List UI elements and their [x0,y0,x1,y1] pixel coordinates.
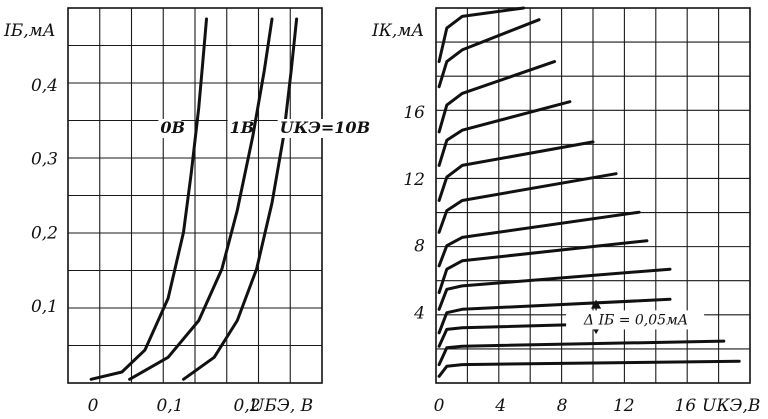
output-y-tick-label: 16 [403,103,425,123]
output-x-tick-label: 0 [434,396,445,416]
output-curve-0 [437,359,741,378]
curve-label-background [277,119,349,138]
input-x-axis-label: UБЭ, В [250,396,313,416]
output-x-tick-label: 12 [613,396,635,416]
input-x-tick-label: 0,1 [157,396,184,416]
delta-ib-annotation-text: Δ IБ = 0,05мА [583,312,688,328]
output-x-tick-label: 16 [675,396,697,416]
curve-label-background [158,119,182,138]
output-chart-curves [437,6,741,378]
output-curve-3 [437,297,672,335]
input-curve-label-2: UКЭ=10В [280,118,370,137]
curve-label-background [227,119,251,138]
input-y-tick-label: 0,1 [31,297,58,317]
input-y-tick-label: 0,3 [31,150,58,170]
input-curve-label-0: 0В [160,118,185,137]
input-chart-curves [89,17,299,381]
delta-arrow-head-up [590,299,602,309]
output-curve-6 [437,210,641,268]
input-x-tick-label: 0,2 [234,396,261,416]
input-curve-1 [128,17,274,381]
output-curve-12 [437,6,526,64]
output-curve-8 [437,140,595,202]
output-y-tick-label: 12 [403,170,425,190]
input-chart-grid [67,7,323,384]
input-chart-labels: 0В 1В UКЭ=10В 0,1 0,2 0,3 0,4 0 0,1 0,2 [31,76,370,416]
output-curve-9 [437,100,572,167]
output-curve-7 [437,172,618,234]
input-y-axis-label: IБ,мА [3,21,56,41]
annotation-background [566,310,705,330]
input-y-tick-label: 0,2 [31,223,58,243]
output-characteristics-chart: 4 8 12 16 0 4 8 12 16 Δ IБ = 0,05мА IК,мА UКЭ,В [371,6,760,416]
output-y-tick-label: 8 [414,237,425,257]
input-curve-0 [89,17,208,381]
output-x-axis-label: UКЭ,В [702,396,760,416]
output-x-tick-label: 8 [557,396,568,416]
output-chart-labels: 4 8 12 16 0 4 8 12 16 [403,103,696,416]
output-y-axis-label: IК,мА [371,21,424,41]
output-curve-11 [437,18,541,89]
output-curve-10 [437,60,556,134]
input-curve-2 [182,17,299,381]
delta-ib-annotation: Δ IБ = 0,05мА [566,299,705,335]
output-curve-5 [437,239,649,295]
input-x-tick-label: 0 [88,396,99,416]
input-characteristics-chart: 0В 1В UКЭ=10В 0,1 0,2 0,3 0,4 0 0,1 0,2 IБ,мА UБЭ… [3,7,370,416]
output-y-tick-label: 4 [413,304,425,324]
input-curve-label-1: 1В [230,118,255,137]
input-y-tick-label: 0,4 [31,76,58,96]
output-x-tick-label: 4 [494,396,506,416]
output-curve-4 [437,267,672,311]
output-curve-1 [437,339,726,367]
